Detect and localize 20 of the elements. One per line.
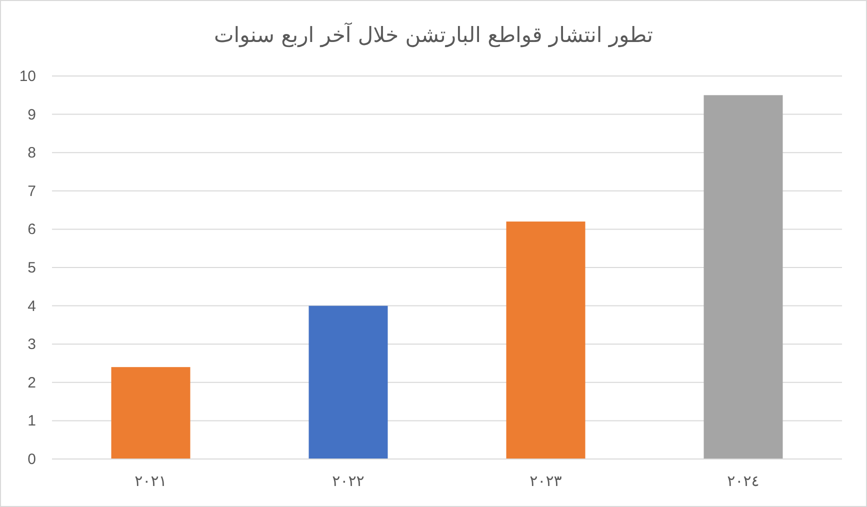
y-tick-label: 9 <box>28 106 36 124</box>
y-tick-label: 8 <box>28 144 36 162</box>
x-tick-label: ٢٠٢١ <box>134 472 167 490</box>
bar <box>111 367 190 459</box>
y-tick-label: 0 <box>28 451 36 468</box>
x-tick-label: ٢٠٢٤ <box>727 472 760 490</box>
y-tick-label: 7 <box>28 182 36 200</box>
chart-title: تطور انتشار قواطع البارتشن خلال آخر اربع سنوات <box>214 22 654 48</box>
y-tick-label: 5 <box>28 260 36 276</box>
y-tick-label: 2 <box>28 374 36 392</box>
x-tick-label: ٢٠٢٢ <box>332 472 364 490</box>
y-tick-label: 4 <box>28 298 36 315</box>
bar <box>308 306 388 459</box>
x-tick-label: ٢٠٢٣ <box>530 472 562 490</box>
bar <box>506 222 586 459</box>
y-tick-label: 3 <box>28 336 36 354</box>
y-tick-label: 10 <box>19 68 36 85</box>
y-tick-label: 1 <box>28 412 36 430</box>
bar <box>704 95 783 459</box>
y-tick-label: 6 <box>28 221 36 238</box>
